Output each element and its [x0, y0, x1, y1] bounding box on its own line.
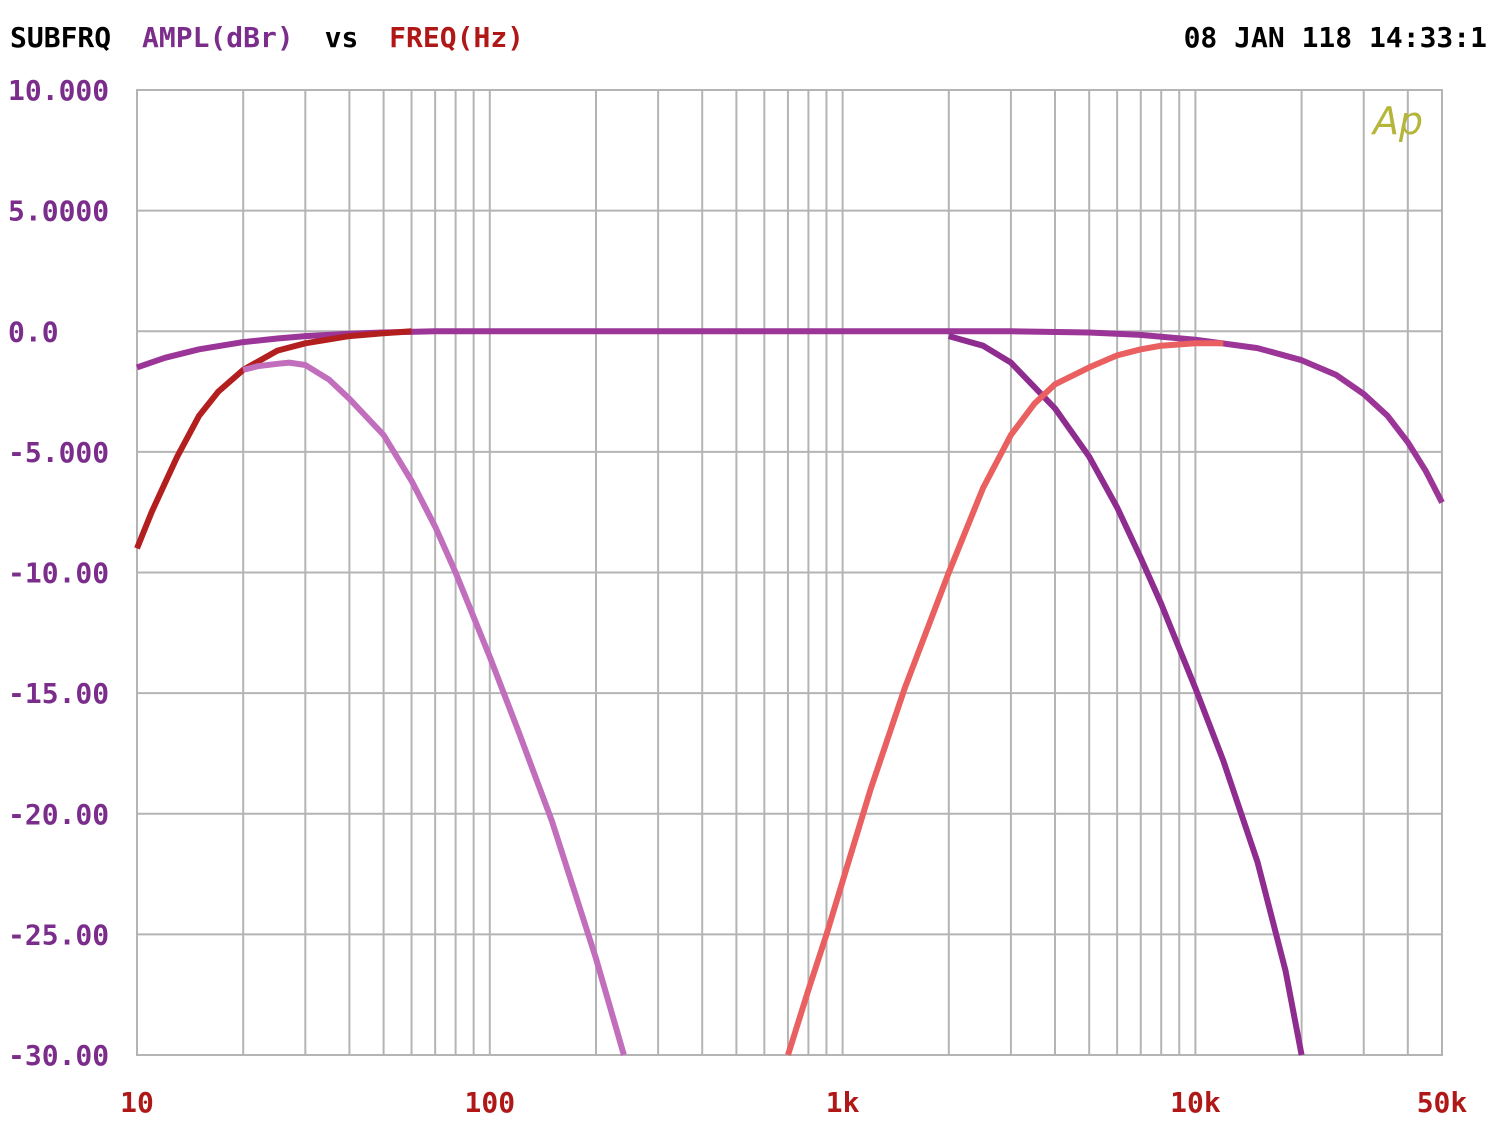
- x-axis-ticks: 10 100 1k 10k 50k: [120, 1086, 1467, 1119]
- x-tick-label: 10: [120, 1086, 154, 1119]
- series-line-2: [134, 328, 412, 550]
- y-tick-label: 5.0000: [8, 195, 109, 228]
- y-tick-label: 0.0: [8, 315, 59, 348]
- header-timestamp: 08 JAN 118 14:33:1: [1184, 21, 1487, 54]
- header-vs: vs: [325, 21, 359, 54]
- series-line-4: [947, 333, 1305, 1056]
- y-tick-label: -15.00: [8, 677, 109, 710]
- y-tick-label: -30.00: [8, 1039, 109, 1072]
- series-group: [134, 328, 1445, 1056]
- header-text: SUBFRQ AMPL(dBr) vs FREQ(Hz): [10, 21, 524, 54]
- header-prefix: SUBFRQ: [10, 21, 111, 54]
- y-tick-label: -20.00: [8, 798, 109, 831]
- series-line-3: [242, 359, 627, 1056]
- x-tick-label: 10k: [1170, 1086, 1221, 1119]
- x-tick-label: 50k: [1417, 1086, 1468, 1119]
- y-tick-label: -5.000: [8, 436, 109, 469]
- header-xlabel: FREQ(Hz): [389, 21, 524, 54]
- y-tick-label: -25.00: [8, 918, 109, 951]
- y-axis-ticks: 10.000 5.0000 0.0 -5.000 -10.00 -15.00 -20.00 -…: [8, 74, 109, 1072]
- x-tick-label: 100: [465, 1086, 516, 1119]
- series-line-5: [785, 340, 1224, 1056]
- plot-grid: [136, 89, 1443, 1056]
- ap-logo: Ap: [1370, 99, 1423, 143]
- header-ylabel: AMPL(dBr): [142, 21, 294, 54]
- y-tick-label: -10.00: [8, 557, 109, 590]
- y-tick-label: 10.000: [8, 74, 109, 107]
- x-tick-label: 1k: [826, 1086, 860, 1119]
- series-line-1: [136, 328, 1445, 504]
